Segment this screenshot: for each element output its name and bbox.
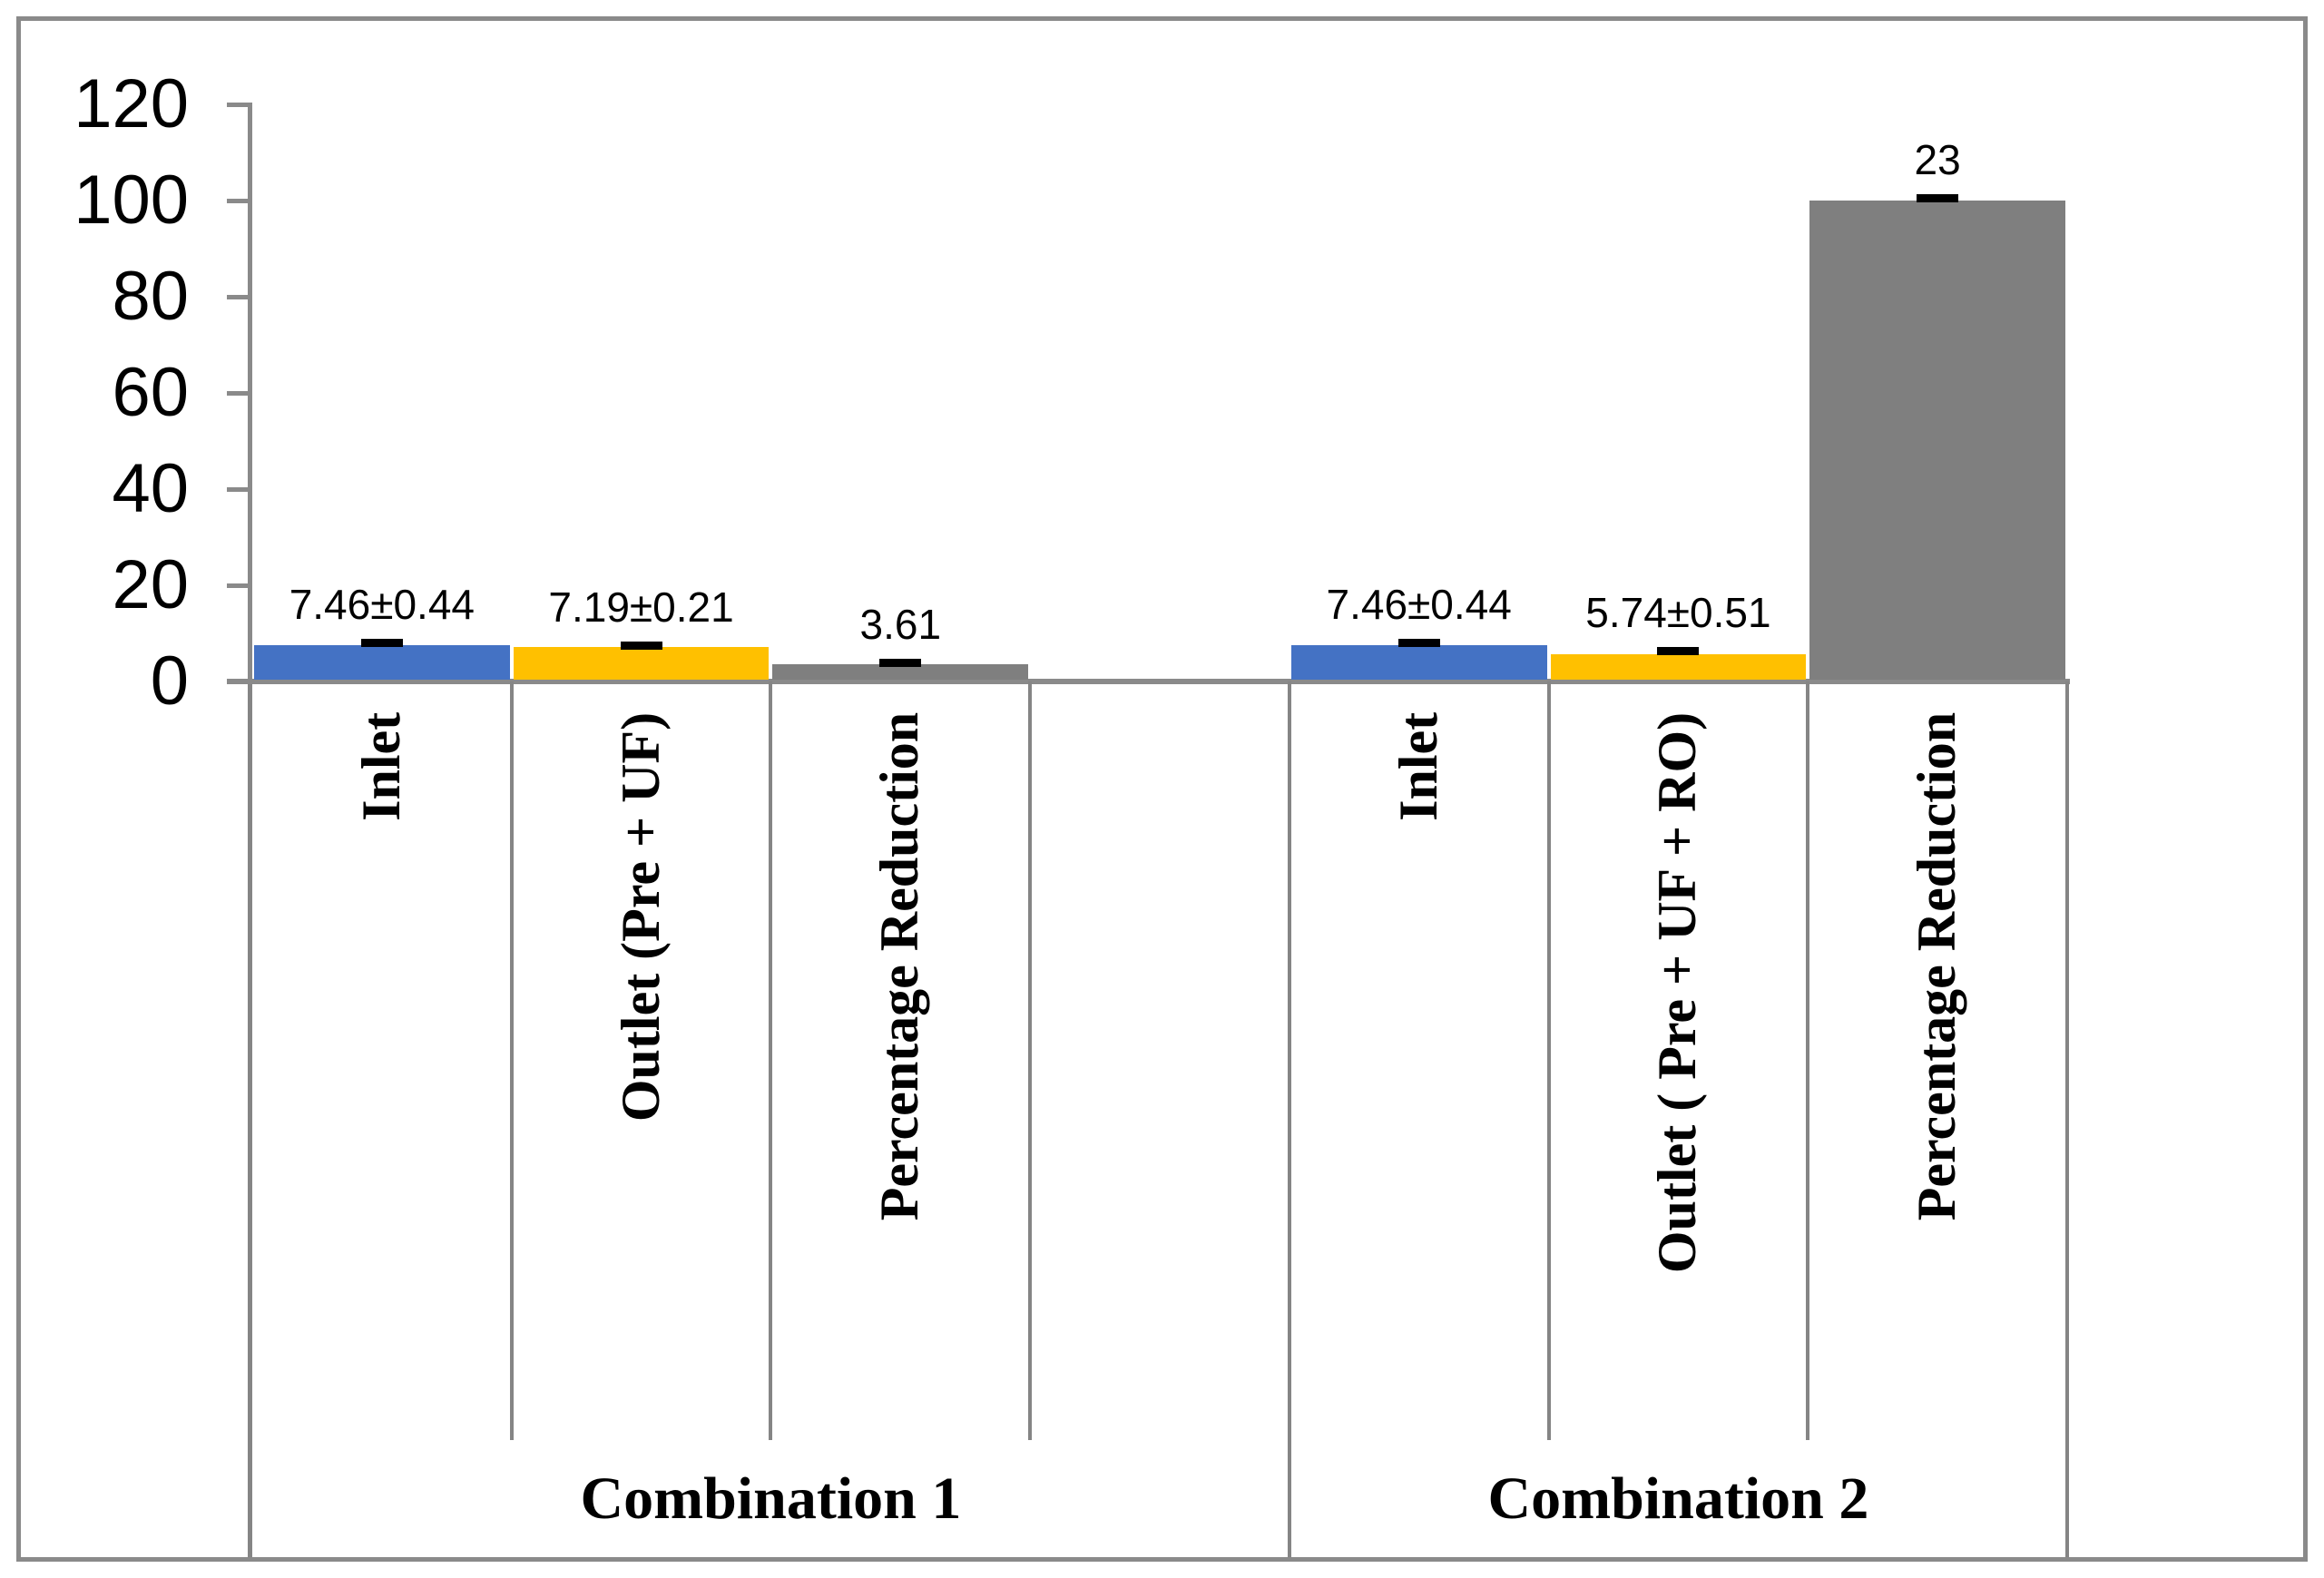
category-cell: Inlet	[1289, 685, 1549, 1440]
bar-data-label: 7.19±0.21	[548, 583, 734, 631]
y-tick-label: 80	[112, 258, 189, 335]
bar-data-label: 5.74±0.51	[1585, 588, 1771, 636]
error-bar-cap	[1917, 194, 1959, 203]
y-tick-label: 40	[112, 450, 189, 527]
bar	[772, 663, 1029, 680]
category-label: Percentage Reduction	[869, 711, 930, 1221]
y-tick-mark	[227, 680, 252, 684]
bar	[1550, 653, 1807, 680]
error-bar-cap	[879, 659, 922, 668]
category-label: Inlet	[1388, 711, 1449, 821]
category-label: Percentage Reduction	[1907, 711, 1967, 1221]
category-label: Outlet (Pre + UF)	[611, 711, 672, 1122]
y-tick-mark	[227, 391, 252, 396]
y-tick-mark	[227, 295, 252, 299]
y-tick-mark	[227, 487, 252, 492]
bar-data-label: 7.46±0.44	[289, 581, 475, 629]
chart-border	[16, 16, 2308, 1562]
y-tick-mark	[227, 199, 252, 203]
category-label: Outlet ( Pre + UF + RO)	[1647, 711, 1708, 1274]
error-bar-cap	[360, 639, 403, 648]
bar-data-label: 23	[1914, 136, 1961, 184]
bar	[254, 645, 510, 680]
category-table-left-line	[248, 681, 252, 1557]
category-cell: Inlet	[252, 685, 512, 1440]
error-bar-cap	[620, 641, 662, 650]
group-separator-line	[2065, 681, 2069, 1557]
category-separator-line	[1546, 681, 1551, 1440]
bar	[1290, 645, 1547, 680]
category-separator-line	[1028, 681, 1033, 1440]
y-tick-mark	[227, 583, 252, 588]
bar-data-label: 3.61	[859, 601, 942, 649]
category-cell: Percentage Reduction	[1808, 685, 2067, 1440]
category-cell: Percentage Reduction	[770, 685, 1030, 1440]
group-label: Combination 2	[1487, 1465, 1869, 1532]
y-tick-mark	[227, 103, 252, 107]
group-separator-line	[1287, 681, 1291, 1557]
category-label: Inlet	[351, 711, 412, 821]
category-separator-line	[769, 681, 773, 1440]
y-tick-label: 60	[112, 354, 189, 431]
bar	[1809, 201, 2065, 680]
y-tick-label: 100	[74, 162, 189, 239]
bar-data-label: 7.46±0.44	[1326, 581, 1512, 629]
category-cell: Outlet ( Pre + UF + RO)	[1549, 685, 1809, 1440]
group-label: Combination 1	[580, 1465, 962, 1532]
error-bar-cap	[1657, 646, 1700, 655]
y-tick-label: 20	[112, 546, 189, 623]
x-axis-line	[227, 679, 2070, 684]
category-cell: Outlet (Pre + UF)	[512, 685, 771, 1440]
bar	[513, 646, 770, 680]
y-tick-label: 120	[74, 65, 189, 142]
category-separator-line	[509, 681, 514, 1440]
category-separator-line	[1806, 681, 1810, 1440]
y-tick-label: 0	[150, 642, 189, 720]
error-bar-cap	[1397, 639, 1440, 648]
